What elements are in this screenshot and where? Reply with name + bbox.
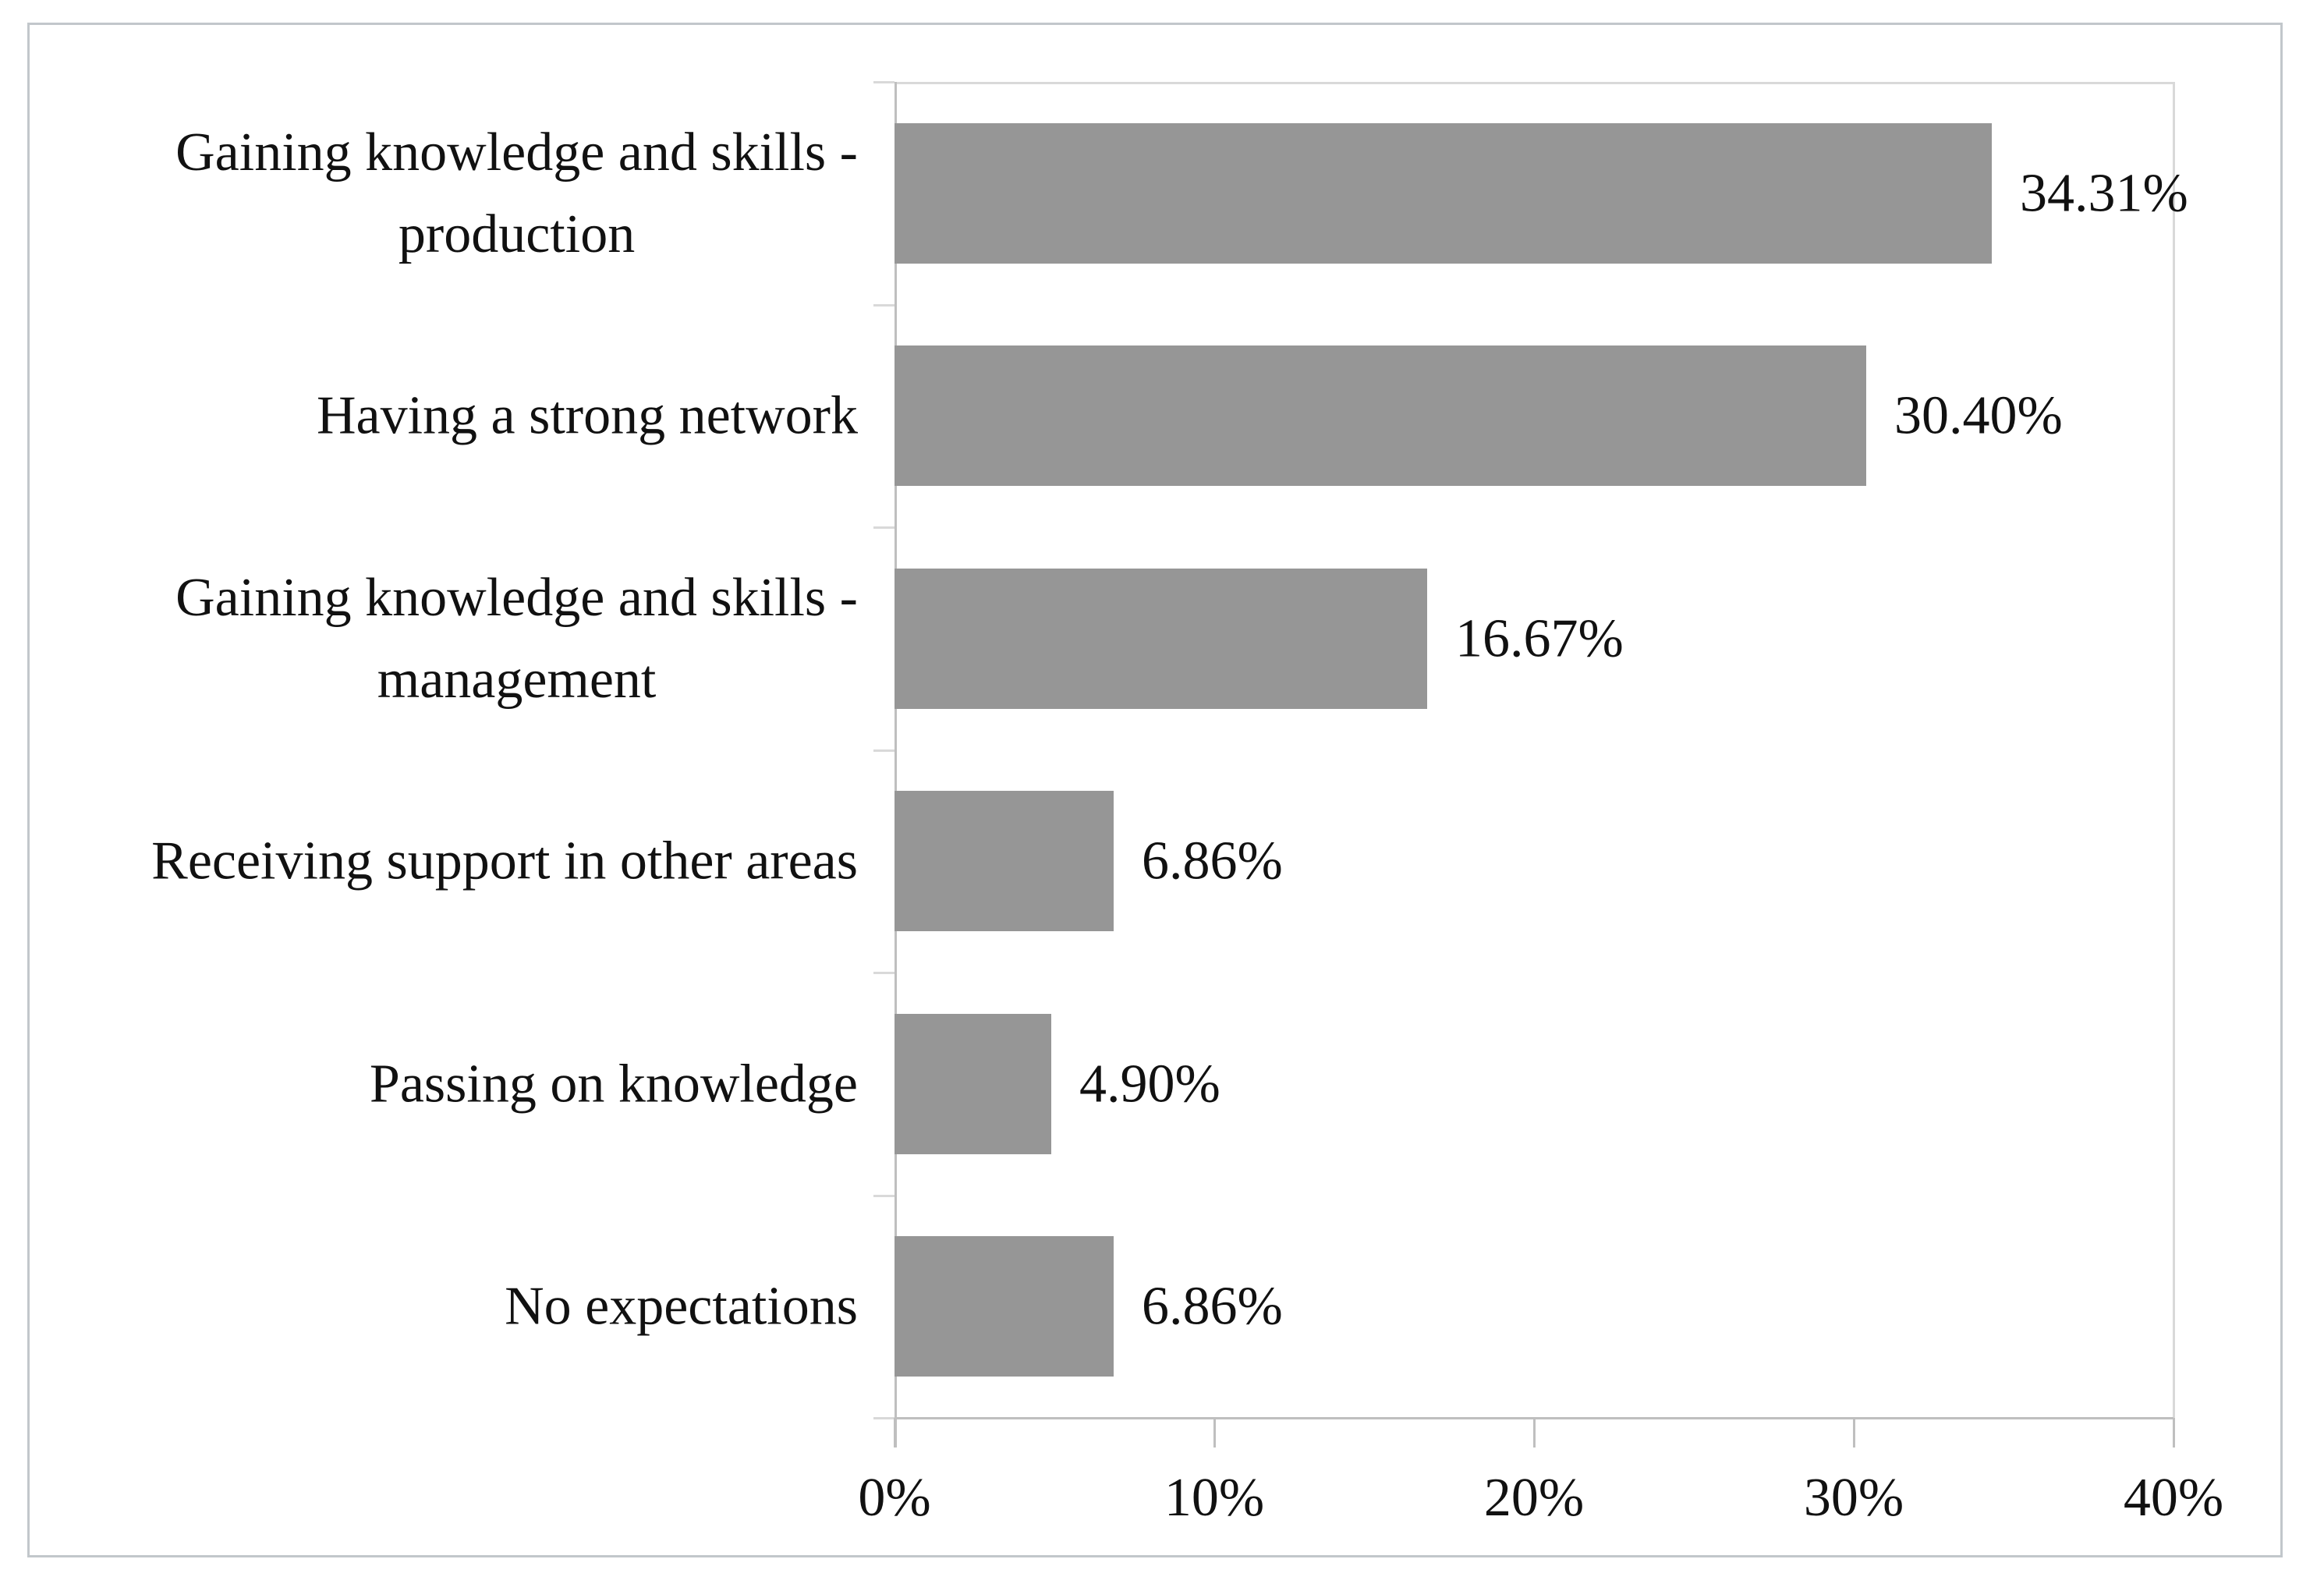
y-axis-line: [895, 82, 897, 1447]
value-label: 4.90%: [1079, 1054, 1220, 1114]
x-axis-tick-label: 0%: [858, 1468, 931, 1528]
x-axis-tick: [894, 1418, 896, 1447]
category-label: Receiving support in other areas: [151, 831, 858, 891]
x-axis-tick: [1533, 1418, 1536, 1447]
y-axis-tick: [873, 1417, 895, 1419]
x-axis-tick: [1853, 1418, 1855, 1447]
category-label: Gaining knowledge and skills - managemen…: [175, 568, 858, 710]
value-label: 30.40%: [1894, 385, 2063, 446]
gridline-40pct: [2173, 82, 2175, 1418]
value-label: 6.86%: [1142, 831, 1283, 891]
bar: [895, 1014, 1051, 1154]
x-axis-tick-label: 30%: [1803, 1468, 1904, 1528]
x-axis-tick-label: 40%: [2123, 1468, 2224, 1528]
y-axis-tick: [873, 749, 895, 752]
y-axis-tick: [873, 304, 895, 307]
chart-outer-border: [27, 23, 2283, 1557]
category-label: Passing on knowledge: [369, 1054, 858, 1114]
category-label: Gaining knowledge and skills - productio…: [175, 122, 858, 264]
value-label: 6.86%: [1142, 1276, 1283, 1337]
bar: [895, 345, 1866, 486]
x-axis-tick-label: 20%: [1483, 1468, 1585, 1528]
bar: [895, 123, 1992, 264]
bar: [895, 791, 1114, 931]
category-label: Having a strong network: [316, 385, 858, 446]
x-axis-tick-label: 10%: [1164, 1468, 1265, 1528]
value-label: 34.31%: [2020, 163, 2188, 224]
y-axis-tick: [873, 81, 895, 83]
y-axis-tick: [873, 1195, 895, 1197]
value-label: 16.67%: [1455, 608, 1624, 669]
plot-top-border: [895, 82, 2173, 84]
x-axis-tick: [2173, 1418, 2175, 1447]
y-axis-tick: [873, 972, 895, 974]
y-axis-tick: [873, 526, 895, 529]
category-label: No expectations: [505, 1276, 858, 1337]
x-axis-tick: [1213, 1418, 1216, 1447]
bar: [895, 569, 1427, 709]
bar: [895, 1236, 1114, 1377]
